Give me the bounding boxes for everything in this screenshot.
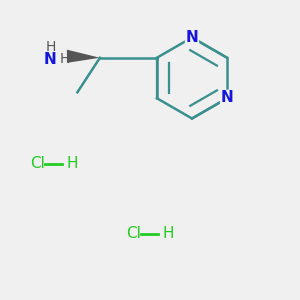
Text: Cl: Cl <box>30 156 45 171</box>
Text: H: H <box>66 156 77 171</box>
Text: N: N <box>44 52 57 67</box>
Text: N: N <box>221 91 233 106</box>
Polygon shape <box>67 50 100 63</box>
Text: N: N <box>186 30 198 45</box>
Text: Cl: Cl <box>126 226 141 242</box>
Text: H: H <box>162 226 173 242</box>
Text: H: H <box>60 52 70 66</box>
Text: H: H <box>45 40 56 54</box>
